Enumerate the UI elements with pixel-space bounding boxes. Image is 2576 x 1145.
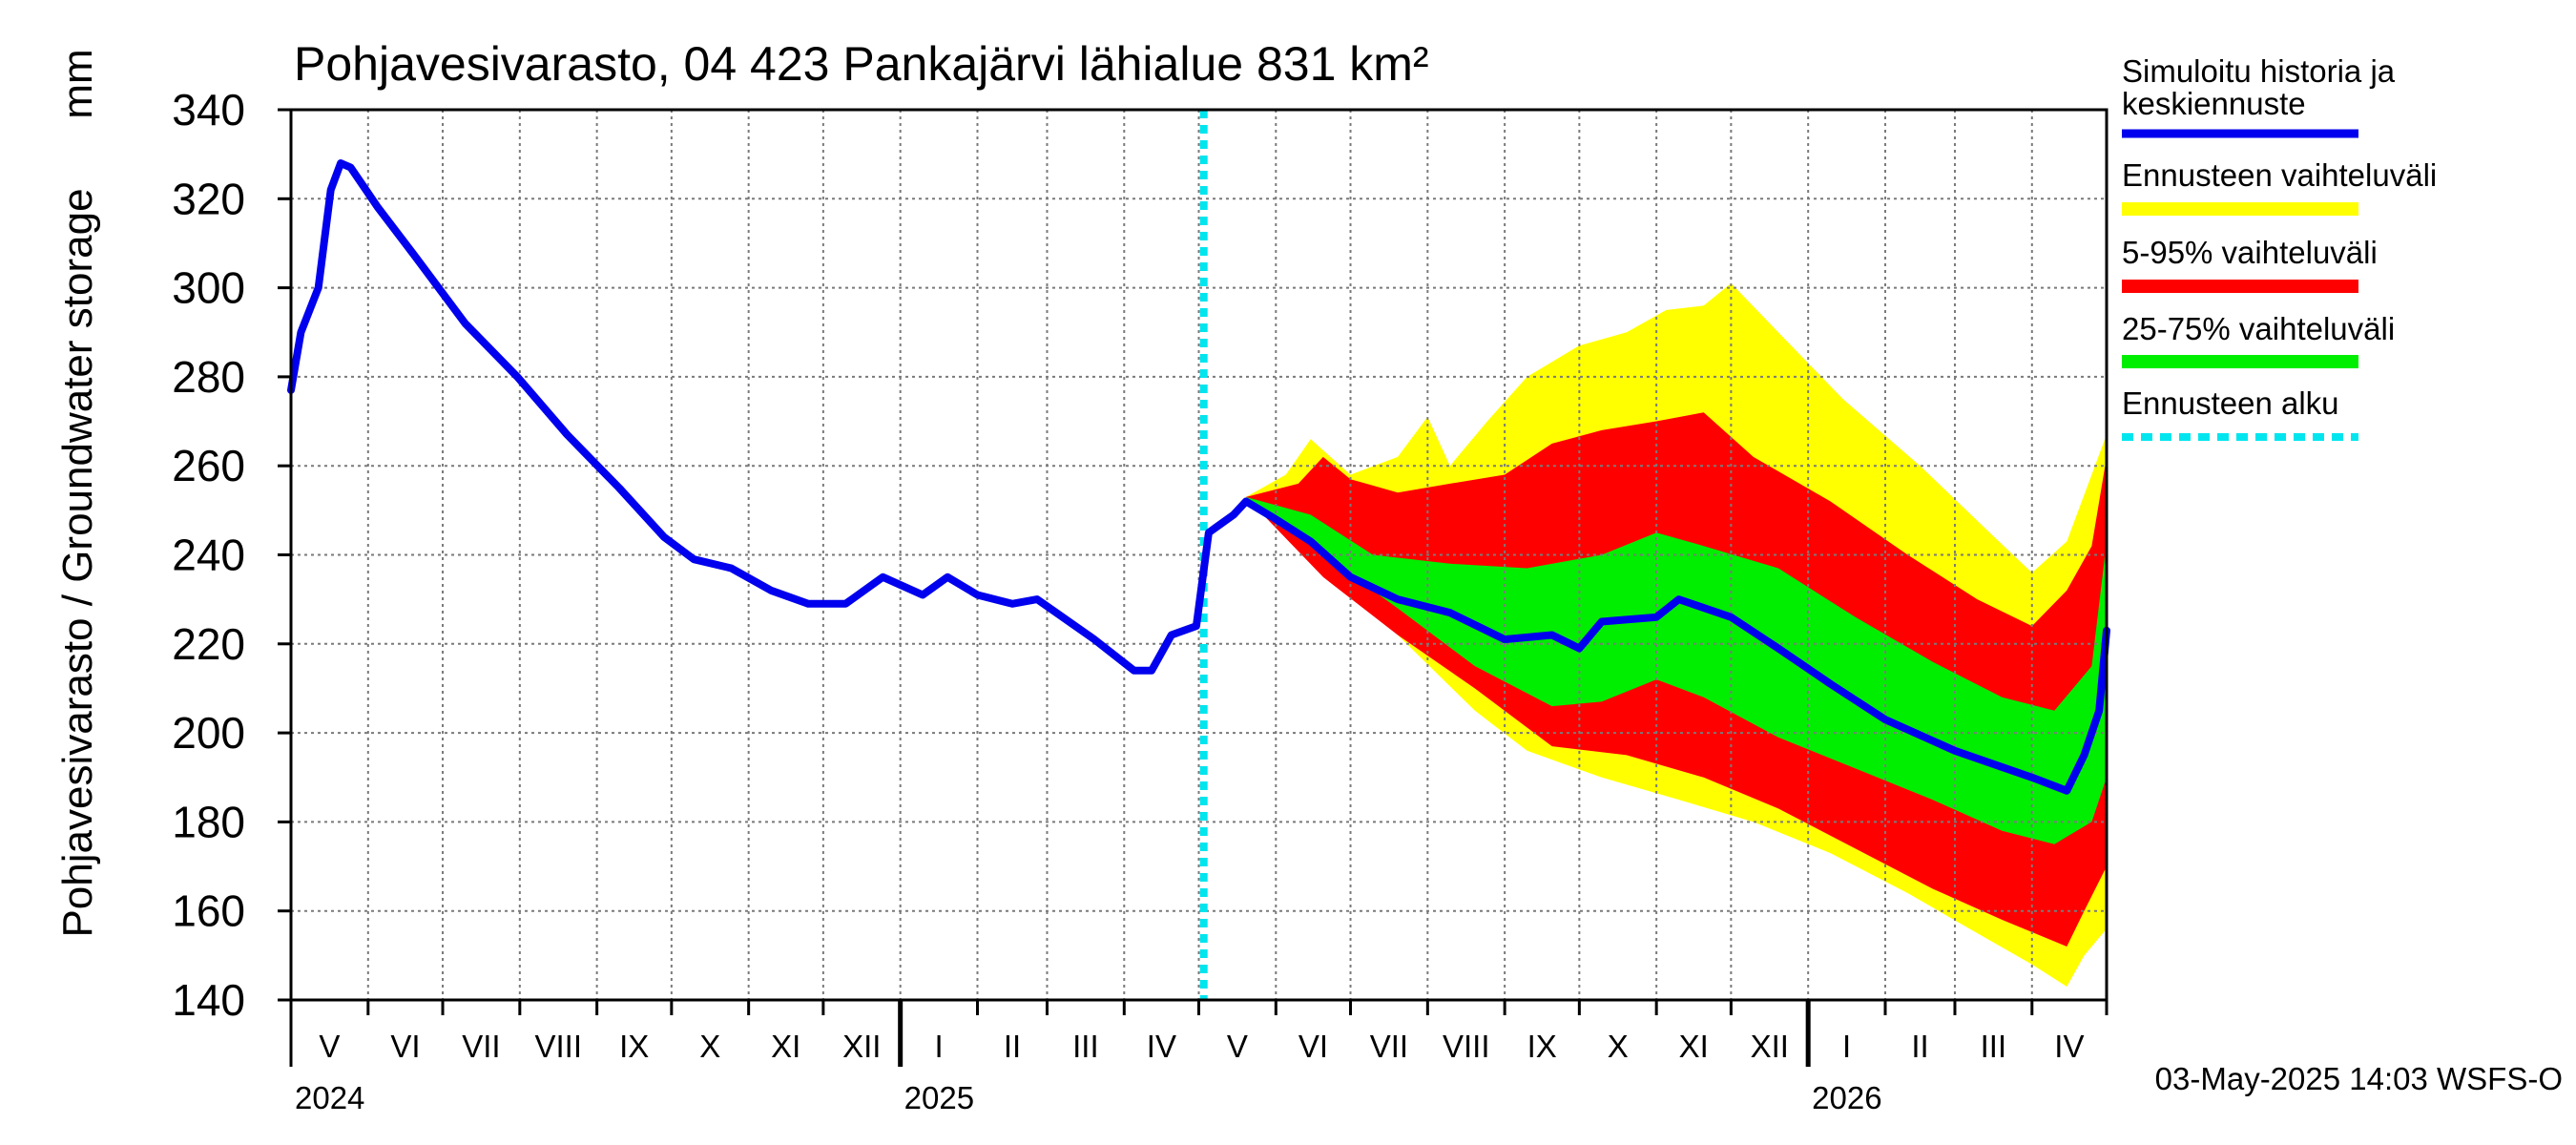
x-month-label: VII xyxy=(1370,1029,1408,1064)
legend: Simuloitu historia ja keskiennuste Ennuste… xyxy=(2122,53,2437,441)
series-line-median xyxy=(287,159,2110,795)
y-tick-label: 240 xyxy=(172,531,245,580)
grid-lines xyxy=(291,110,2107,1000)
x-month-label: VIII xyxy=(1443,1029,1490,1064)
y-tick-label: 140 xyxy=(172,975,245,1025)
y-tick-label: 200 xyxy=(172,708,245,758)
band-00ee00 xyxy=(1246,496,2107,844)
x-month-label: II xyxy=(1004,1029,1021,1064)
legend-label: Ennusteen alku xyxy=(2122,385,2339,421)
x-month-label: XII xyxy=(1751,1029,1789,1064)
legend-label: 5-95% vaihteluväli xyxy=(2122,235,2378,270)
y-tick-label: 260 xyxy=(172,441,245,490)
legend-label: 25-75% vaihteluväli xyxy=(2122,311,2395,346)
x-month-label: X xyxy=(1608,1029,1629,1064)
series-lines xyxy=(287,110,2110,1000)
x-month-label: II xyxy=(1911,1029,1928,1064)
y-tick-label: 340 xyxy=(172,85,245,135)
x-month-label: XII xyxy=(842,1029,881,1064)
forecast-bands xyxy=(1246,282,2107,987)
y-tick-label: 220 xyxy=(172,619,245,669)
footer-timestamp: 03-May-2025 14:03 WSFS-O xyxy=(2155,1061,2563,1096)
x-month-label: V xyxy=(319,1029,340,1064)
x-month-label: III xyxy=(1072,1029,1099,1064)
x-month-label: I xyxy=(1842,1029,1851,1064)
y-tick-label: 160 xyxy=(172,886,245,936)
x-month-label: VIII xyxy=(534,1029,582,1064)
x-month-label: V xyxy=(1227,1029,1248,1064)
x-month-label: XI xyxy=(771,1029,800,1064)
x-year-label: 2025 xyxy=(904,1080,974,1115)
chart-title: Pohjavesivarasto, 04 423 Pankajärvi lähi… xyxy=(294,37,1429,91)
y-tick-label: 320 xyxy=(172,174,245,223)
y-tick-label: 280 xyxy=(172,352,245,402)
y-tick-label: 180 xyxy=(172,797,245,846)
x-year-label: 2024 xyxy=(295,1080,364,1115)
y-axis-label: Pohjavesivarasto / Groundwater storage xyxy=(54,188,101,937)
y-tick-label: 300 xyxy=(172,263,245,313)
x-month-label: VII xyxy=(462,1029,500,1064)
x-month-label: X xyxy=(699,1029,720,1064)
x-month-label: IV xyxy=(1147,1029,1176,1064)
legend-label: Ennusteen vaihteluväli xyxy=(2122,157,2437,193)
x-month-label: VI xyxy=(1298,1029,1328,1064)
x-month-label: XI xyxy=(1679,1029,1709,1064)
x-month-label: IX xyxy=(1527,1029,1557,1064)
x-month-label: III xyxy=(1981,1029,2007,1064)
x-month-label: IX xyxy=(619,1029,649,1064)
x-month-label: I xyxy=(934,1029,943,1064)
x-month-label: VI xyxy=(390,1029,420,1064)
x-month-label: IV xyxy=(2054,1029,2084,1064)
y-axis-unit: mm xyxy=(54,49,101,118)
legend-label: Simuloitu historia ja keskiennuste xyxy=(2122,53,2396,121)
x-year-label: 2026 xyxy=(1812,1080,1881,1115)
